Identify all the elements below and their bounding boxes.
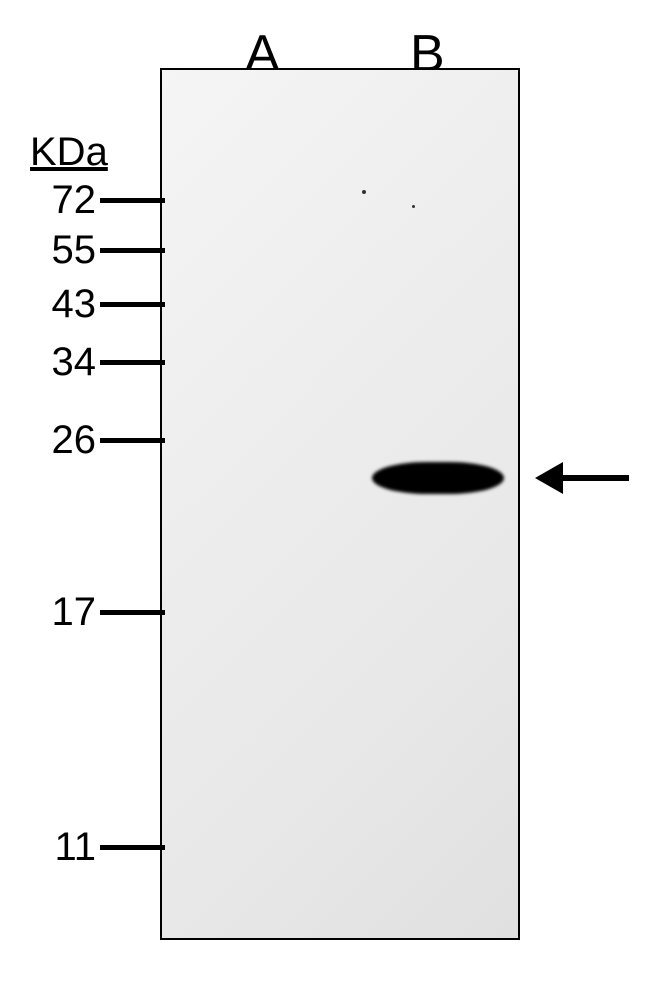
mw-label-11: 11 — [26, 825, 96, 870]
mw-tick — [100, 610, 165, 615]
mw-tick — [100, 360, 165, 365]
mw-tick — [100, 845, 165, 850]
blot-membrane — [160, 68, 520, 940]
mw-label-34: 34 — [26, 340, 96, 385]
noise-speck — [362, 190, 366, 194]
mw-label-17: 17 — [26, 590, 96, 635]
mw-tick — [100, 198, 165, 203]
mw-tick — [100, 302, 165, 307]
kda-header: KDa — [30, 130, 108, 175]
mw-label-72: 72 — [26, 178, 96, 223]
arrow-shaft — [563, 475, 629, 481]
protein-band-lane-b — [372, 462, 504, 494]
mw-label-43: 43 — [26, 282, 96, 327]
mw-label-26: 26 — [26, 418, 96, 463]
arrow-head-icon — [535, 462, 563, 494]
noise-speck — [412, 205, 415, 208]
mw-label-55: 55 — [26, 228, 96, 273]
mw-tick — [100, 248, 165, 253]
mw-tick — [100, 438, 165, 443]
band-indicator-arrow — [535, 462, 629, 494]
